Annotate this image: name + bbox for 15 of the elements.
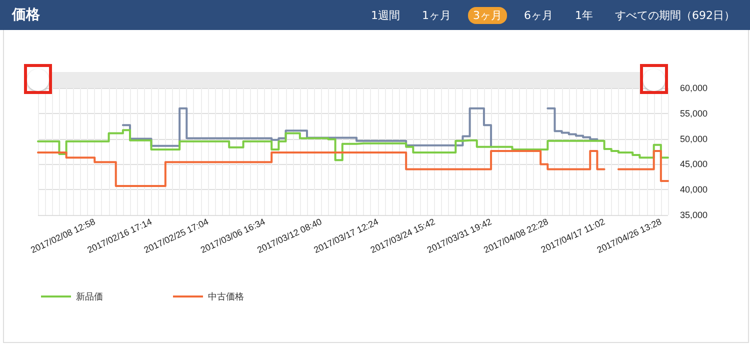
y-tick-label: 35,000 xyxy=(680,210,708,220)
legend-label: 中古価格 xyxy=(208,292,244,302)
legend-label: 新品価 xyxy=(76,292,103,302)
text: 1ヶ月 xyxy=(421,8,452,24)
text: すべての期間（692日） xyxy=(614,8,736,24)
y-tick-label: 60,000 xyxy=(680,83,708,93)
text: 1年 xyxy=(574,8,594,24)
y-tick-label: 50,000 xyxy=(680,134,708,144)
text: 6ヶ月 xyxy=(523,8,554,24)
y-tick-label: 40,000 xyxy=(680,184,708,195)
chart-title: 価格 xyxy=(12,6,40,24)
text: 3ヶ月 xyxy=(468,7,507,24)
y-tick-label: 45,000 xyxy=(680,159,708,170)
text: 1週間 xyxy=(370,8,401,24)
y-tick-label: 55,000 xyxy=(680,108,708,118)
